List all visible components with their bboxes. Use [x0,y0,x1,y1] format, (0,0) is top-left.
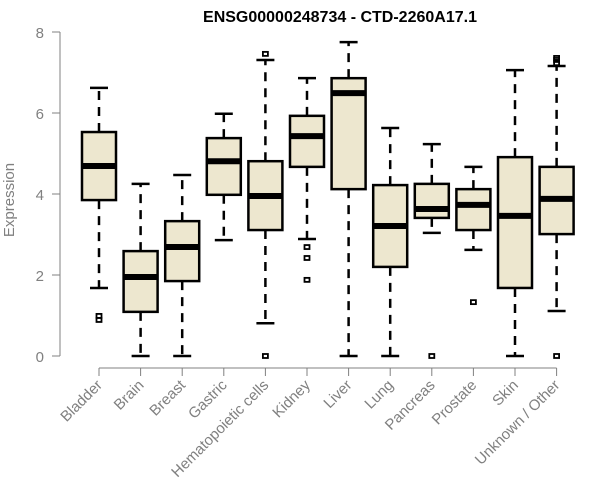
box-group [538,55,575,359]
box-group [288,76,326,283]
iqr-box [122,249,159,314]
box-group [122,182,159,358]
y-tick-label: 8 [36,25,44,42]
box-group [80,86,118,323]
iqr-box [288,114,326,169]
chart-title: ENSG00000248734 - CTD-2260A17.1 [203,9,477,26]
iqr-box [205,136,243,197]
iqr-box [163,219,201,283]
box-group [371,126,409,358]
iqr-box [330,76,367,191]
box-group [163,173,201,358]
x-tick-label: Prostate [429,377,481,429]
y-tick-label: 2 [36,268,44,285]
outlier-point [303,255,311,261]
x-tick-label: Liver [320,377,355,412]
outlier-point [303,276,311,283]
boxes [80,40,575,359]
box-group [413,142,451,359]
x-tick-label: Lung [361,377,397,413]
box-group [455,165,492,306]
outlier-point [261,353,269,359]
outlier-point [428,353,436,359]
box-group [205,112,243,242]
iqr-box [413,182,451,220]
y-tick-label: 0 [36,349,44,366]
x-tick-label: Breast [146,376,189,419]
outlier-point [95,317,103,323]
box-group [247,50,284,359]
box-group [330,40,367,358]
x-tick-label: Bladder [57,377,106,426]
y-axis-title: Expression [1,163,18,237]
outlier-point [553,353,560,359]
x-tick-label: Brain [111,377,148,414]
y-tick-label: 4 [36,187,44,204]
outlier-point [303,244,311,250]
y-tick-label: 6 [36,106,44,123]
iqr-box [496,155,534,290]
box-group [496,68,534,358]
y-axis: 0 2 4 6 8 [36,25,61,366]
outlier-point [261,50,269,57]
iqr-box [455,187,492,232]
x-tick-label: Kidney [269,376,314,421]
x-tick-label: Skin [489,377,522,410]
outlier-point [553,60,560,67]
outlier-point [469,299,477,306]
